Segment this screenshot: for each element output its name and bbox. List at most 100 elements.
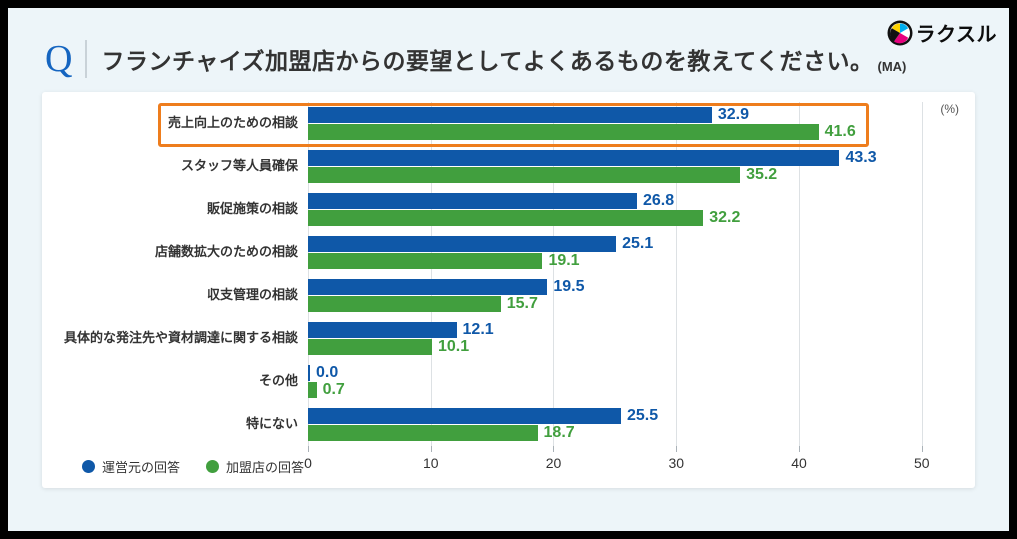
bar-line: 0.0 <box>308 365 963 381</box>
gridline-layer <box>308 102 963 446</box>
bar <box>308 382 317 398</box>
table-row: 店舗数拡大のための相談 25.1 19.1 <box>54 231 963 274</box>
table-row: 特にない 25.5 18.7 <box>54 403 963 446</box>
slide-page: Q フランチャイズ加盟店からの要望としてよくあるものを教えてください。 (MA)… <box>8 8 1009 531</box>
tick-label: 10 <box>422 455 439 471</box>
axis-unit-label: (%) <box>940 102 959 116</box>
chart-legend: 運営元の回答 加盟店の回答 <box>82 457 304 476</box>
question-mark-label: Q <box>45 38 73 80</box>
category-label: 販促施策の相談 <box>206 201 298 217</box>
bar-value-label: 43.3 <box>845 149 877 166</box>
table-row: 販促施策の相談 26.8 32.2 <box>54 188 963 231</box>
gridline <box>430 102 432 446</box>
legend-dot-icon <box>82 460 95 473</box>
bar-line: 35.2 <box>308 167 963 183</box>
tick-mark <box>553 446 555 452</box>
header-divider <box>85 40 88 78</box>
bar <box>308 107 712 123</box>
question-header: Q フランチャイズ加盟店からの要望としてよくあるものを教えてください。 (MA) <box>45 40 975 78</box>
bar <box>308 167 741 183</box>
bar-value-label: 15.7 <box>506 295 538 312</box>
bar-value-label: 26.8 <box>642 192 675 209</box>
bar-value-label: 19.5 <box>553 278 585 295</box>
category-label: 具体的な発注先や資材調達に関する相談 <box>63 330 298 346</box>
legend-label: 運営元の回答 <box>102 460 181 475</box>
legend-item: 加盟店の回答 <box>206 457 304 476</box>
gridline <box>921 102 923 446</box>
tick-mark <box>308 446 309 452</box>
bar-value-label: 25.1 <box>622 235 654 252</box>
bar-value-label: 10.1 <box>437 338 470 355</box>
category-label: 収支管理の相談 <box>206 287 298 303</box>
tick-label: 30 <box>668 455 685 471</box>
legend-label: 加盟店の回答 <box>226 460 305 475</box>
bar-line: 32.9 <box>308 107 963 123</box>
bar-group: 0.0 0.7 <box>308 364 963 399</box>
bar-group: 26.8 32.2 <box>308 192 963 227</box>
bar <box>308 365 310 381</box>
bar <box>308 253 543 269</box>
bar-line: 32.2 <box>308 210 963 226</box>
bar-value-label: 41.6 <box>824 123 856 140</box>
bar-value-label: 0.7 <box>322 381 345 398</box>
bar <box>308 150 840 166</box>
bar-line: 43.3 <box>308 150 963 166</box>
bar-value-label: 0.0 <box>316 364 339 381</box>
bar <box>308 408 621 424</box>
x-axis-ticks: 0 10 20 30 40 50 <box>304 446 963 480</box>
bar-line: 19.1 <box>308 253 963 269</box>
gridline <box>798 102 800 446</box>
bar-group: 25.5 18.7 <box>308 407 963 442</box>
page-title: フランチャイズ加盟店からの要望としてよくあるものを教えてください。 <box>101 48 874 74</box>
table-row: 具体的な発注先や資材調達に関する相談 12.1 10.1 <box>54 317 963 360</box>
bar <box>308 322 457 338</box>
tick-mark <box>921 446 923 452</box>
bar-value-label: 32.2 <box>709 209 741 226</box>
table-row: その他 0.0 0.7 <box>54 360 963 403</box>
bar <box>308 210 704 226</box>
question-type-badge: (MA) <box>877 59 907 74</box>
tick-label: 20 <box>545 455 562 471</box>
category-label: 店舗数拡大のための相談 <box>154 244 298 260</box>
bar-group: 43.3 35.2 <box>308 149 963 184</box>
legend-dot-icon <box>206 460 220 473</box>
tick-label: 40 <box>791 455 807 471</box>
category-label: スタッフ等人員確保 <box>180 158 298 174</box>
tick-mark <box>798 446 800 452</box>
category-label: 売上向上のための相談 <box>167 115 298 131</box>
tick-mark <box>430 446 432 452</box>
bar-value-label: 25.5 <box>627 407 659 424</box>
bar <box>308 193 637 209</box>
table-row: スタッフ等人員確保 43.3 35.2 <box>54 145 963 188</box>
bar <box>308 339 432 355</box>
bar-group: 25.1 19.1 <box>308 235 963 270</box>
bar <box>308 236 617 252</box>
chart-card: (%) 売上向上のための相談 32.9 41.6 スタッフ等人員確保 43.3 35.2 販… <box>42 92 975 488</box>
bar-value-label: 19.1 <box>548 252 580 269</box>
legend-item: 運営元の回答 <box>82 457 180 476</box>
category-label: その他 <box>258 373 298 389</box>
bar-group: 12.1 10.1 <box>308 321 963 356</box>
bar-line: 0.7 <box>308 382 963 398</box>
bar <box>308 296 501 312</box>
bar-line: 25.5 <box>308 408 963 424</box>
tick-mark <box>676 446 678 452</box>
axis-and-legend-band: 運営元の回答 加盟店の回答 0 10 20 30 40 50 <box>54 446 963 480</box>
bar-value-label: 35.2 <box>746 166 778 183</box>
gridline <box>676 102 678 446</box>
bar-value-label: 12.1 <box>462 321 494 338</box>
bar-group: 19.5 15.7 <box>308 278 963 313</box>
bar-line: 18.7 <box>308 425 963 441</box>
table-row: 売上向上のための相談 32.9 41.6 <box>54 102 963 145</box>
bar-line: 26.8 <box>308 193 963 209</box>
brand-logo-icon <box>887 20 913 45</box>
bar <box>308 124 819 140</box>
gridline <box>553 102 555 446</box>
category-label: 特にない <box>245 416 298 432</box>
bar-line: 25.1 <box>308 236 963 252</box>
gridline <box>308 102 309 446</box>
bar-line: 19.5 <box>308 279 963 295</box>
bar-group: 32.9 41.6 <box>308 106 963 141</box>
brand-logo-text: ラクスル <box>915 24 997 46</box>
